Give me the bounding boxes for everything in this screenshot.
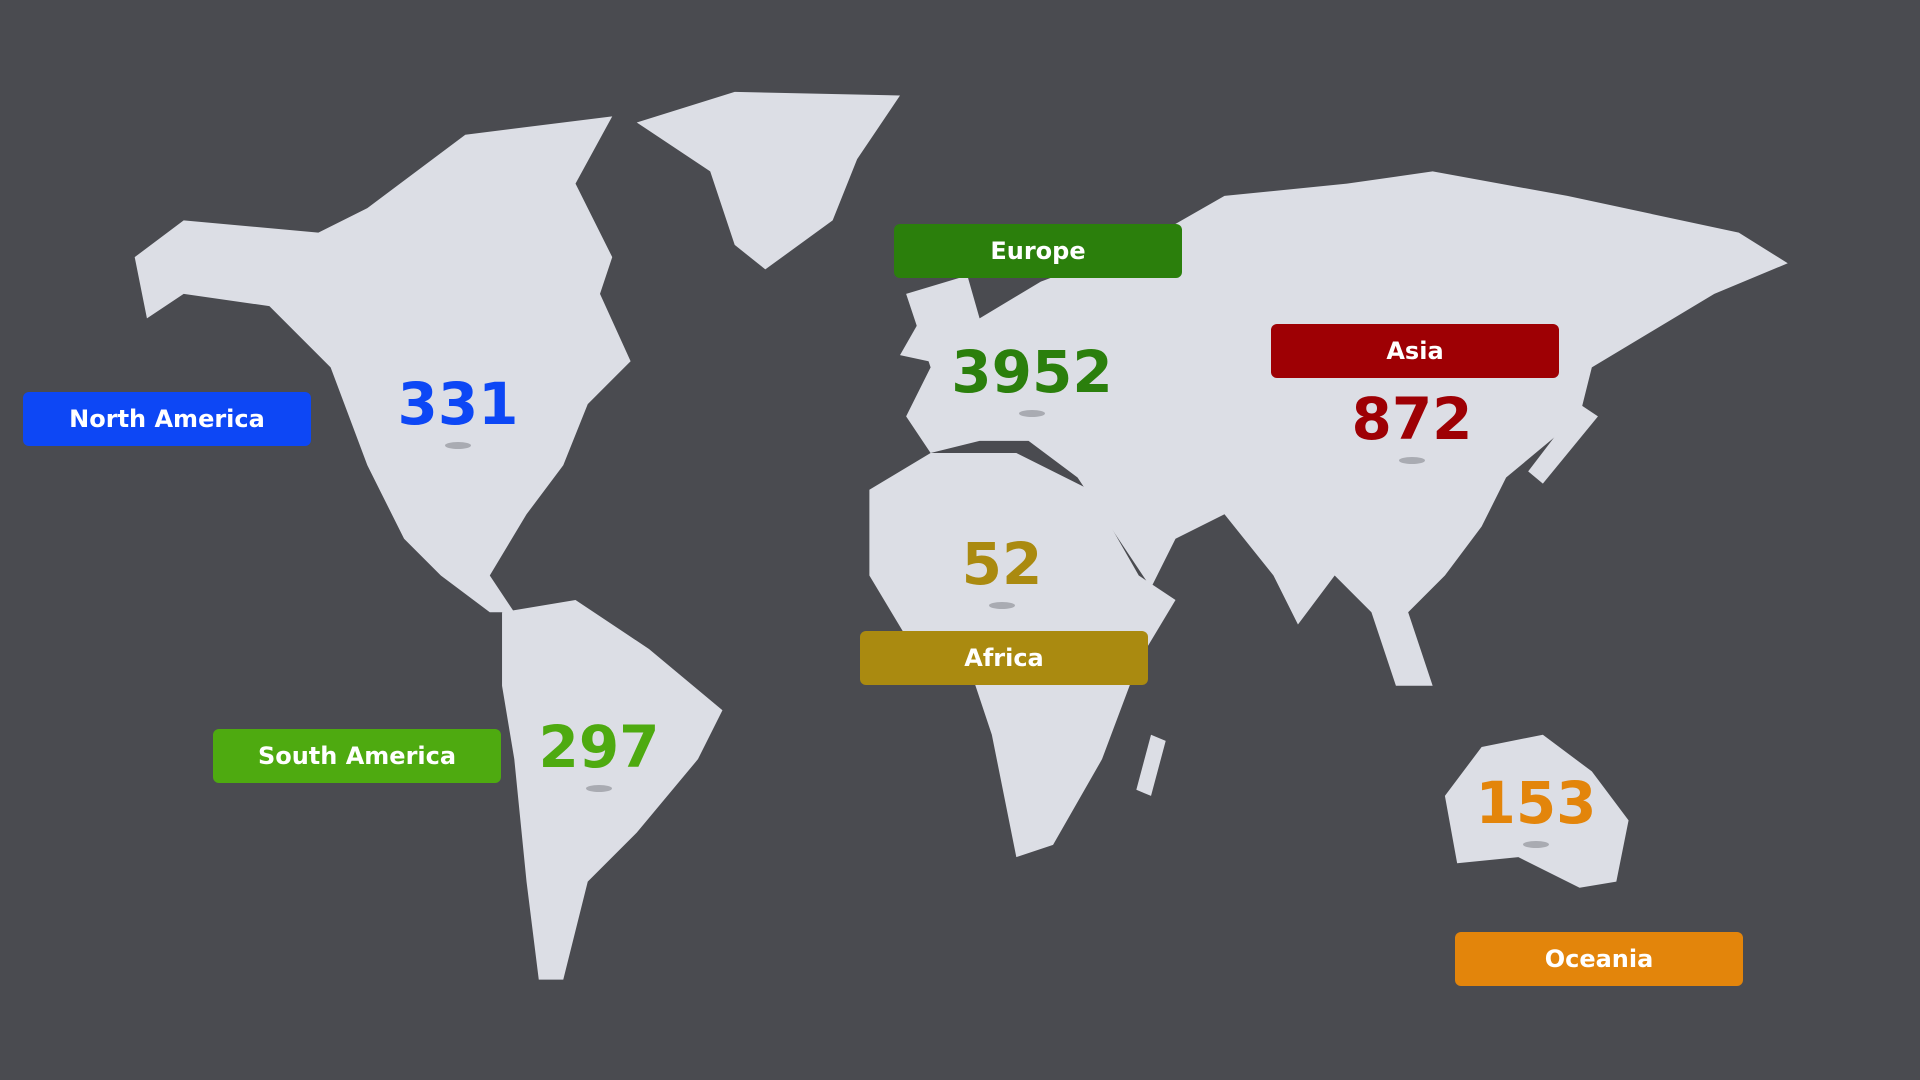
marker-shadow [989, 602, 1015, 609]
eurasia-landmass [906, 171, 1788, 686]
madagascar-landmass [1136, 734, 1166, 796]
region-label-oceania: Oceania [1455, 932, 1743, 986]
region-label-south-america: South America [213, 729, 501, 783]
greenland-landmass [636, 91, 900, 270]
region-value-oceania: 153 [1475, 769, 1597, 837]
south-america-landmass [502, 600, 723, 980]
australia-landmass [1444, 734, 1629, 888]
region-value-asia: 872 [1351, 385, 1473, 453]
region-label-europe: Europe [894, 224, 1182, 278]
marker-shadow [1399, 457, 1425, 464]
region-label-asia: Asia [1271, 324, 1559, 378]
marker-shadow [1019, 410, 1045, 417]
region-value-africa: 52 [961, 530, 1043, 598]
marker-shadow [1523, 841, 1549, 848]
uk-landmass [900, 312, 946, 365]
region-value-south-america: 297 [538, 713, 660, 781]
region-label-north-america: North America [23, 392, 311, 446]
region-label-africa: Africa [860, 631, 1148, 685]
japan-landmass [1528, 404, 1598, 484]
north-america-landmass [134, 116, 631, 613]
region-value-north-america: 331 [397, 370, 519, 438]
marker-shadow [445, 442, 471, 449]
region-value-europe: 3952 [951, 338, 1113, 406]
marker-shadow [586, 785, 612, 792]
